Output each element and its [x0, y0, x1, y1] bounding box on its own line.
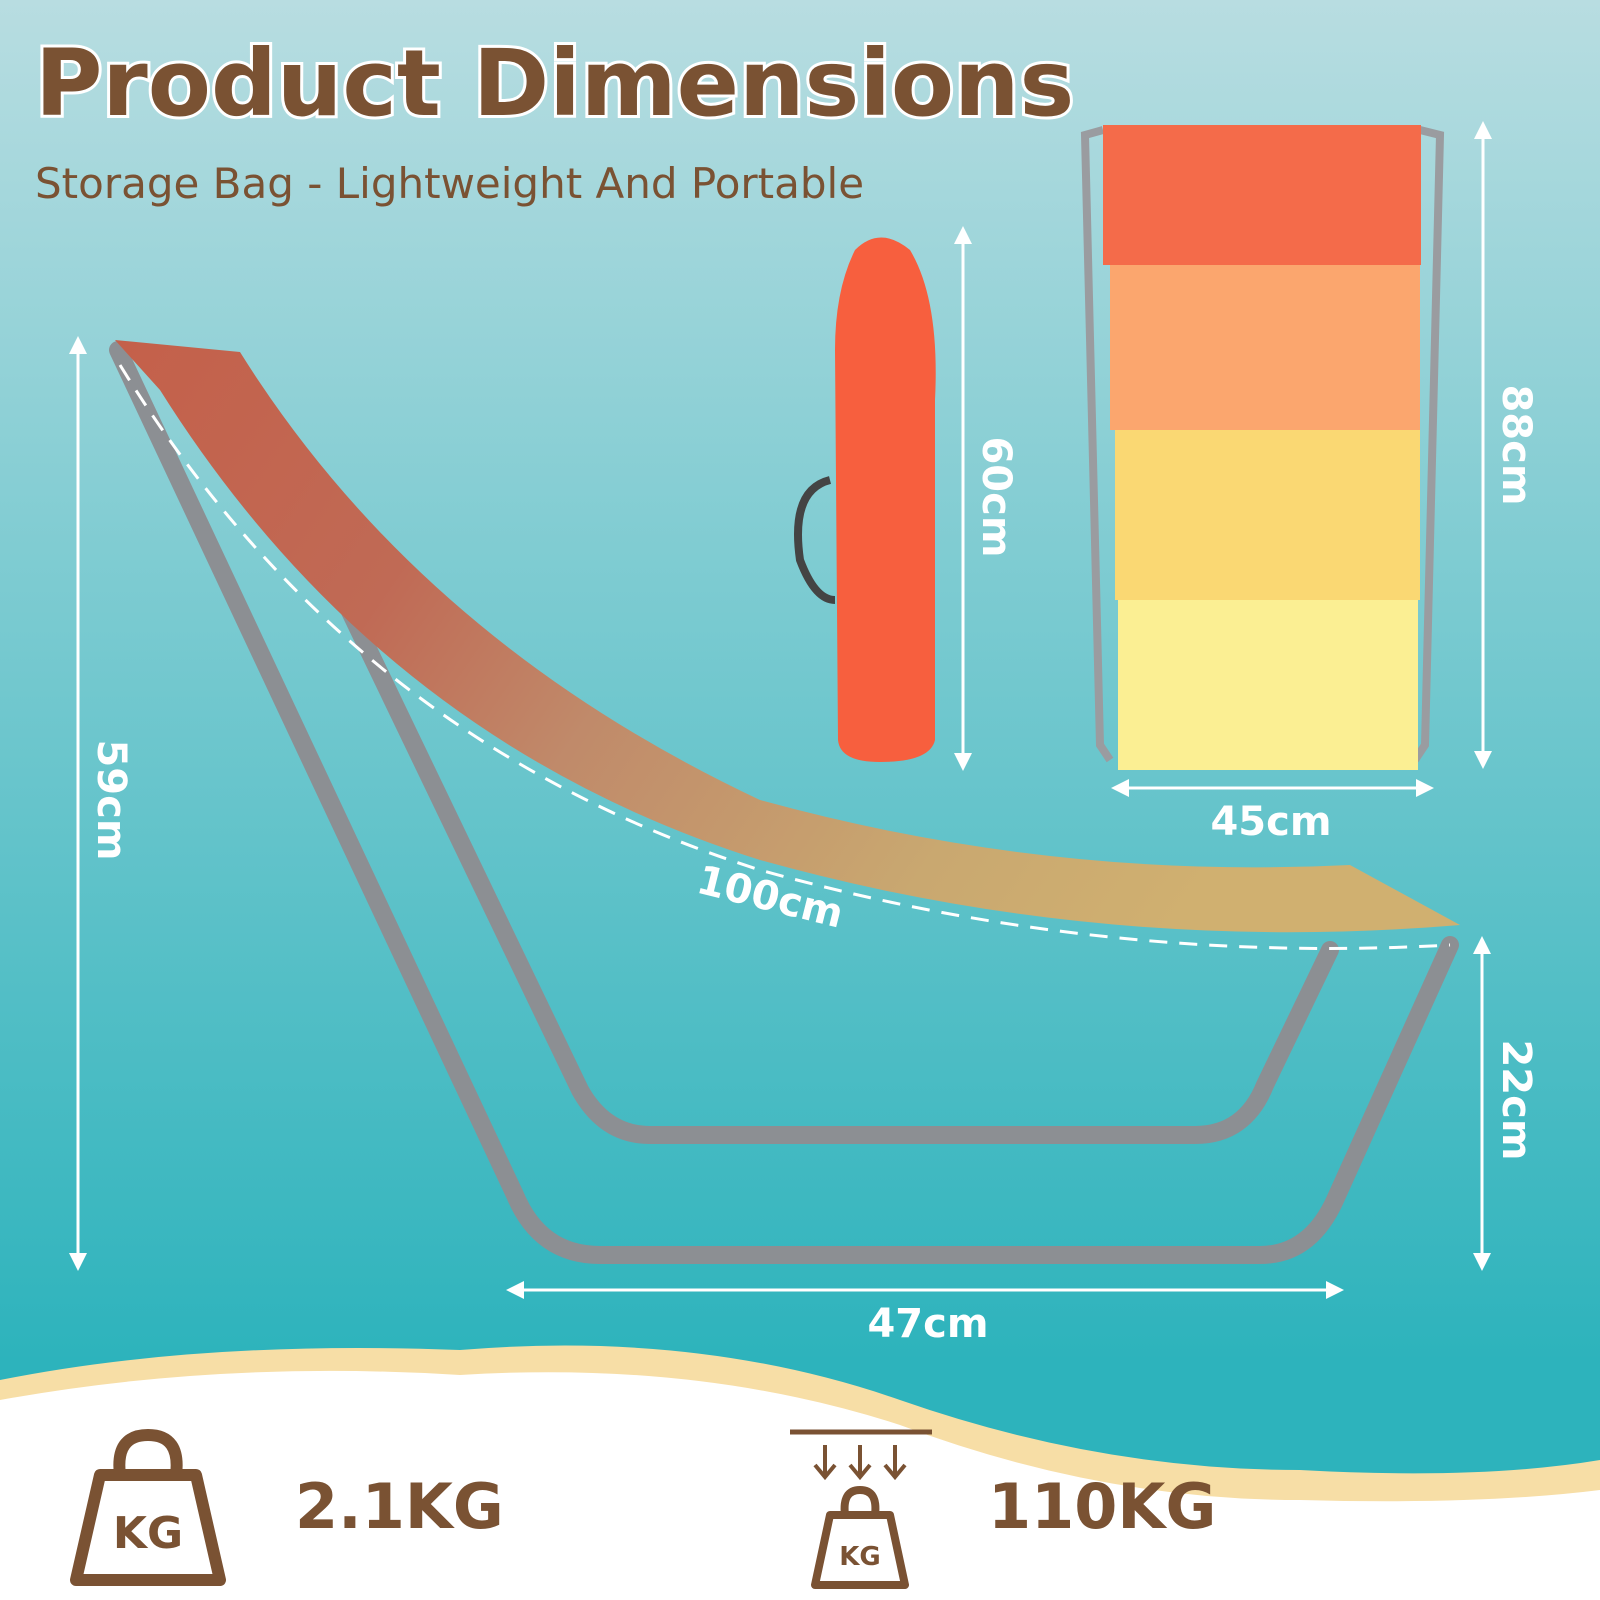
weight-icon: KG [70, 1428, 226, 1586]
dimension-label: 47cm [867, 1301, 988, 1347]
title: Product Dimensions [35, 30, 1074, 137]
icon-handle [113, 1428, 183, 1476]
weight-value: 2.1KG [295, 1470, 504, 1543]
length-guide [118, 364, 1451, 950]
stripe [1118, 600, 1418, 770]
dimension-label: 59cm [88, 739, 134, 860]
dimension-label: 60cm [973, 436, 1019, 557]
capacity-icon: KG [790, 1429, 932, 1589]
subtitle: Storage Bag - Lightweight And Portable [35, 159, 864, 208]
stripe [1110, 265, 1420, 430]
inner-frame [321, 561, 1339, 1144]
icon-body [811, 1511, 909, 1589]
bag-body [835, 237, 936, 762]
dimension-label: 88cm [1493, 384, 1539, 505]
dimension-label: 45cm [1210, 799, 1331, 845]
hammock-fabric [115, 340, 1460, 933]
icon-arrows [813, 1445, 907, 1481]
outer-frame [109, 341, 1459, 1264]
capacity-value: 110KG [988, 1470, 1216, 1543]
icon-label: KG [839, 1542, 881, 1572]
icon-label: KG [113, 1508, 183, 1559]
dimension-label: 22cm [1493, 1039, 1539, 1160]
storage-bag [794, 237, 936, 762]
stripe [1103, 125, 1421, 265]
seat-frame [1080, 126, 1445, 763]
bag-strap [794, 476, 836, 604]
bottom-panel [0, 1370, 1600, 1600]
icon-body [70, 1469, 226, 1586]
icon-handle [840, 1485, 880, 1516]
seat-illustration [1080, 125, 1445, 770]
stripe [1115, 430, 1420, 600]
